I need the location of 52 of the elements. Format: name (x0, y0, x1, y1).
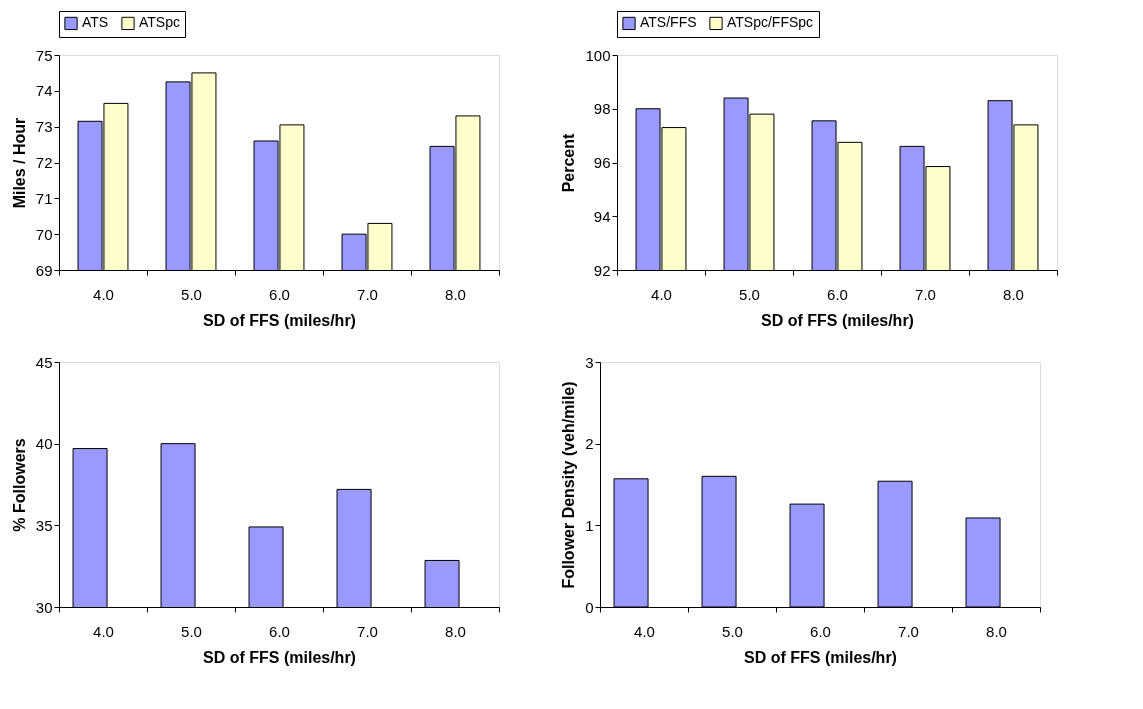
x-tick-label: 6.0 (827, 285, 848, 303)
x-tick-label: 4.0 (93, 622, 114, 640)
y-axis-title: Percent (560, 132, 578, 193)
x-tick-label: 8.0 (986, 622, 1007, 640)
x-axis-title: SD of FFS (miles/hr) (761, 311, 914, 329)
x-axis-title: SD of FFS (miles/hr) (203, 311, 356, 329)
y-tick-label: 72 (35, 154, 53, 171)
y-tick-label: 74 (35, 82, 53, 100)
y-tick-label: 70 (35, 225, 53, 243)
y-tick-label: 3 (585, 353, 594, 371)
y-tick-label: 75 (35, 46, 53, 64)
x-tick-label: 8.0 (445, 622, 466, 640)
y-axis-title: Miles / Hour (10, 117, 28, 209)
x-tick-label: 5.0 (181, 622, 202, 640)
x-tick-label: 4.0 (651, 285, 672, 303)
y-tick-label: 69 (35, 261, 53, 279)
y-tick-label: 73 (35, 118, 53, 136)
y-tick-label: 45 (35, 353, 53, 371)
legend-label: ATS (82, 14, 109, 31)
y-tick-label: 0 (585, 598, 594, 616)
x-tick-label: 7.0 (898, 622, 919, 640)
x-tick-label: 6.0 (269, 622, 290, 640)
y-tick-label: 40 (35, 435, 53, 453)
y-tick-label: 92 (593, 261, 611, 279)
y-axis-title: Follower Density (veh/mile) (560, 381, 578, 589)
y-tick-label: 100 (585, 46, 611, 64)
y-tick-label: 1 (585, 516, 594, 534)
x-tick-label: 7.0 (915, 285, 936, 303)
legend-label: ATSpc (139, 14, 180, 31)
y-tick-label: 71 (35, 189, 53, 207)
legend-label: ATS/FFS (640, 14, 697, 31)
x-tick-label: 4.0 (93, 285, 114, 303)
x-tick-label: 6.0 (810, 622, 831, 640)
x-tick-label: 6.0 (269, 285, 290, 303)
legend-label: ATSpc/FFSpc (727, 14, 814, 31)
x-tick-label: 7.0 (357, 622, 378, 640)
y-tick-label: 30 (35, 598, 53, 616)
y-tick-label: 96 (593, 154, 611, 171)
x-axis-title: SD of FFS (miles/hr) (744, 648, 897, 666)
x-tick-label: 5.0 (739, 285, 760, 303)
y-tick-label: 2 (585, 435, 594, 453)
x-tick-label: 5.0 (181, 285, 202, 303)
x-tick-label: 7.0 (357, 285, 378, 303)
y-tick-label: 98 (593, 100, 611, 118)
y-tick-label: 94 (593, 207, 611, 225)
x-tick-label: 4.0 (634, 622, 655, 640)
x-axis-title: SD of FFS (miles/hr) (203, 648, 356, 666)
y-axis-title: % Followers (10, 438, 28, 532)
x-tick-label: 8.0 (445, 285, 466, 303)
y-tick-label: 35 (35, 516, 53, 534)
x-tick-label: 5.0 (722, 622, 743, 640)
x-tick-label: 8.0 (1003, 285, 1024, 303)
